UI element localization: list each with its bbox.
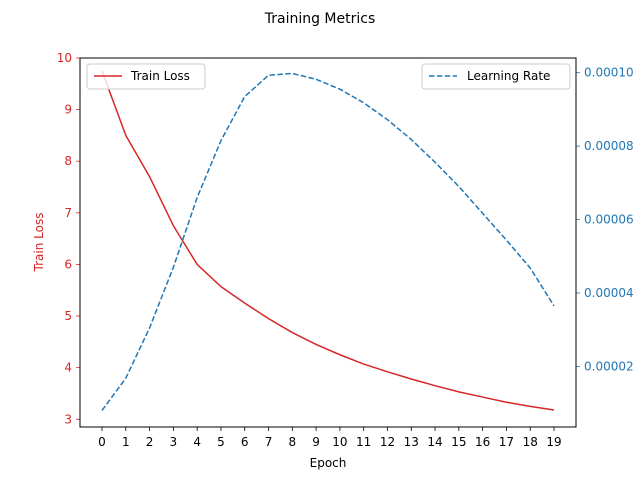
- x-tick-label: 6: [241, 435, 249, 449]
- x-axis: 0 1 2 3 4 5 6 7 8 9 10 11 12 13 14 15 16 17 18 19: [98, 427, 562, 449]
- y-right-tick-label: 0.00004: [584, 286, 634, 300]
- y-axis-left: 3 4 5 6 7 8 9 10: [57, 51, 80, 426]
- plot-border: [79, 57, 577, 428]
- y-left-tick-label: 9: [64, 103, 72, 117]
- legend-train-loss: Train Loss: [86, 63, 206, 90]
- chart-title: Training Metrics: [264, 11, 376, 27]
- x-tick-label: 16: [475, 435, 490, 449]
- series-line-learning-rate: [101, 72, 555, 411]
- x-tick-label: 4: [193, 435, 201, 449]
- x-axis-label: Epoch: [310, 456, 347, 470]
- y-left-tick-label: 7: [64, 206, 72, 220]
- y-axis-right: 0.00002 0.00004 0.00006 0.00008 0.00010: [576, 66, 634, 373]
- x-tick-label: 14: [427, 435, 442, 449]
- x-tick-label: 9: [312, 435, 320, 449]
- x-tick-label: 17: [499, 435, 514, 449]
- y-axis-left-label: Train Loss: [32, 213, 46, 273]
- y-right-tick-label: 0.00006: [584, 213, 634, 227]
- y-right-tick-label: 0.00002: [584, 359, 634, 373]
- legend-learning-rate-label: Learning Rate: [467, 69, 550, 83]
- y-left-tick-label: 3: [64, 412, 72, 426]
- x-tick-label: 0: [98, 435, 106, 449]
- plot-background: [80, 58, 576, 427]
- x-tick-label: 7: [265, 435, 273, 449]
- y-left-tick-label: 8: [64, 154, 72, 168]
- y-right-tick-label: 0.00010: [584, 66, 634, 80]
- legend-learning-rate: Learning Rate: [421, 63, 571, 90]
- x-tick-label: 18: [523, 435, 538, 449]
- x-tick-label: 1: [122, 435, 130, 449]
- x-tick-label: 13: [404, 435, 419, 449]
- series-line-train-loss: [101, 70, 555, 411]
- x-tick-label: 15: [451, 435, 466, 449]
- y-left-tick-label: 4: [64, 361, 72, 375]
- plot-area: [80, 58, 576, 427]
- x-tick-label: 5: [217, 435, 225, 449]
- legend-box: [86, 63, 206, 90]
- x-tick-label: 11: [356, 435, 371, 449]
- x-tick-label: 12: [380, 435, 395, 449]
- legend-train-loss-label: Train Loss: [130, 69, 190, 83]
- x-tick-label: 2: [146, 435, 154, 449]
- legend-box: [421, 63, 571, 90]
- y-right-tick-label: 0.00008: [584, 139, 634, 153]
- x-tick-label: 19: [546, 435, 561, 449]
- y-left-tick-label: 6: [64, 257, 72, 271]
- x-tick-label: 8: [288, 435, 296, 449]
- x-tick-label: 3: [170, 435, 178, 449]
- series-layer: [101, 70, 555, 411]
- x-tick-label: 10: [332, 435, 347, 449]
- y-left-tick-label: 10: [57, 51, 72, 65]
- y-left-tick-label: 5: [64, 309, 72, 323]
